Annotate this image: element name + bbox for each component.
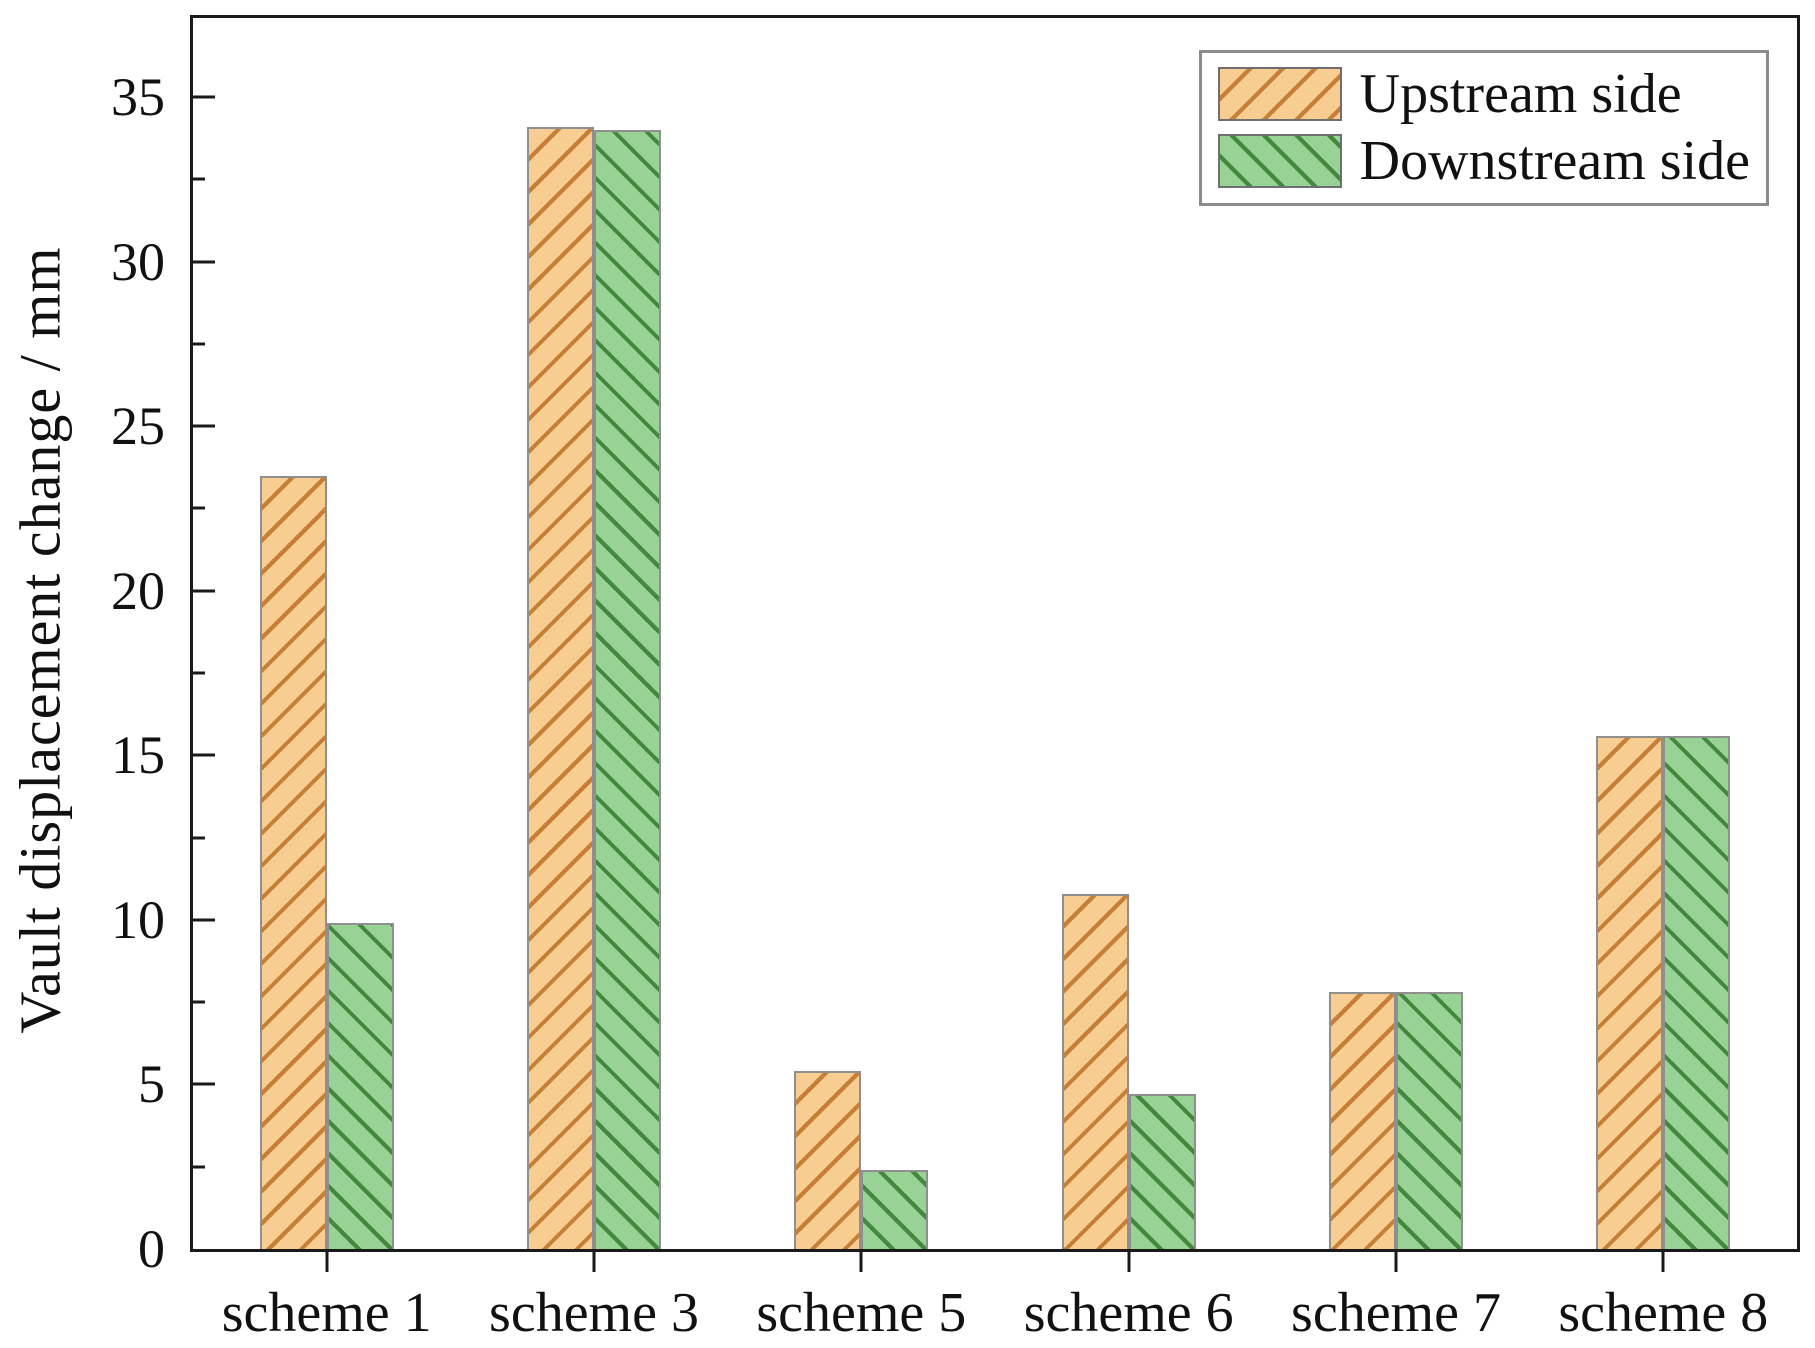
- x-axis-tick: [1661, 1252, 1665, 1272]
- y-axis-title: Vault displacement change / mm: [7, 246, 73, 1034]
- x-axis-category-label: scheme 6: [1023, 1282, 1234, 1344]
- x-axis-tick: [859, 1252, 863, 1272]
- x-axis-category-label: scheme 1: [221, 1282, 432, 1344]
- y-axis-major-tick: [193, 260, 215, 264]
- legend-swatch-downstream: [1217, 134, 1342, 189]
- x-axis-tick: [1394, 1252, 1398, 1272]
- legend: Upstream side Downstream side: [1198, 50, 1769, 206]
- x-axis-category-label: scheme 3: [489, 1282, 699, 1344]
- y-axis-minor-tick: [193, 177, 205, 181]
- bar-downstream: [326, 923, 394, 1249]
- bar-upstream: [1061, 893, 1129, 1249]
- y-axis-tick-label: 35: [111, 66, 165, 127]
- x-axis-category-label: scheme 7: [1291, 1282, 1501, 1344]
- bar-upstream: [1596, 735, 1664, 1249]
- legend-item: Upstream side: [1217, 63, 1750, 125]
- legend-label: Downstream side: [1359, 129, 1750, 192]
- y-axis-tick-label: 20: [111, 560, 165, 621]
- x-axis-tick: [1127, 1252, 1131, 1272]
- legend-item: Downstream side: [1217, 129, 1750, 192]
- y-axis-tick-label: 5: [138, 1054, 165, 1115]
- bar-upstream: [259, 475, 327, 1249]
- y-axis-major-tick: [193, 1082, 215, 1086]
- y-axis-major-tick: [193, 95, 215, 99]
- x-axis-tick: [592, 1252, 596, 1272]
- x-axis-category-label: scheme 8: [1558, 1282, 1769, 1344]
- bar-downstream: [1663, 735, 1731, 1249]
- y-axis-major-tick: [193, 424, 215, 428]
- x-axis-tick: [325, 1252, 329, 1272]
- y-axis-minor-tick: [193, 1000, 205, 1004]
- y-axis-minor-tick: [193, 836, 205, 840]
- y-axis-minor-tick: [193, 342, 205, 346]
- bar-downstream: [861, 1170, 929, 1249]
- y-axis-tick-label: 15: [111, 725, 165, 786]
- bar-upstream: [1328, 992, 1396, 1249]
- y-axis-major-tick: [193, 753, 215, 757]
- y-axis-minor-tick: [193, 671, 205, 675]
- bar-downstream: [594, 129, 662, 1249]
- legend-swatch-upstream: [1217, 67, 1342, 122]
- y-axis-tick-label: 0: [138, 1219, 165, 1279]
- bar-downstream: [1128, 1094, 1196, 1249]
- y-axis-tick-label: 30: [111, 231, 165, 292]
- y-axis-major-tick: [193, 589, 215, 593]
- bar-upstream: [794, 1071, 862, 1249]
- bar-downstream: [1396, 992, 1464, 1249]
- y-axis-tick-label: 10: [111, 889, 165, 950]
- y-axis-major-tick: [193, 918, 215, 922]
- y-axis-minor-tick: [193, 506, 205, 510]
- y-axis-minor-tick: [193, 1165, 205, 1169]
- bar-upstream: [526, 126, 594, 1249]
- plot-area: 0 5 10 15 20 25 30 35 scheme 1 scheme 3 scheme 5 sc…: [111, 15, 1800, 1344]
- x-axis-category-label: scheme 5: [756, 1282, 967, 1344]
- legend-label: Upstream side: [1359, 63, 1682, 125]
- y-axis-tick-label: 25: [111, 396, 165, 457]
